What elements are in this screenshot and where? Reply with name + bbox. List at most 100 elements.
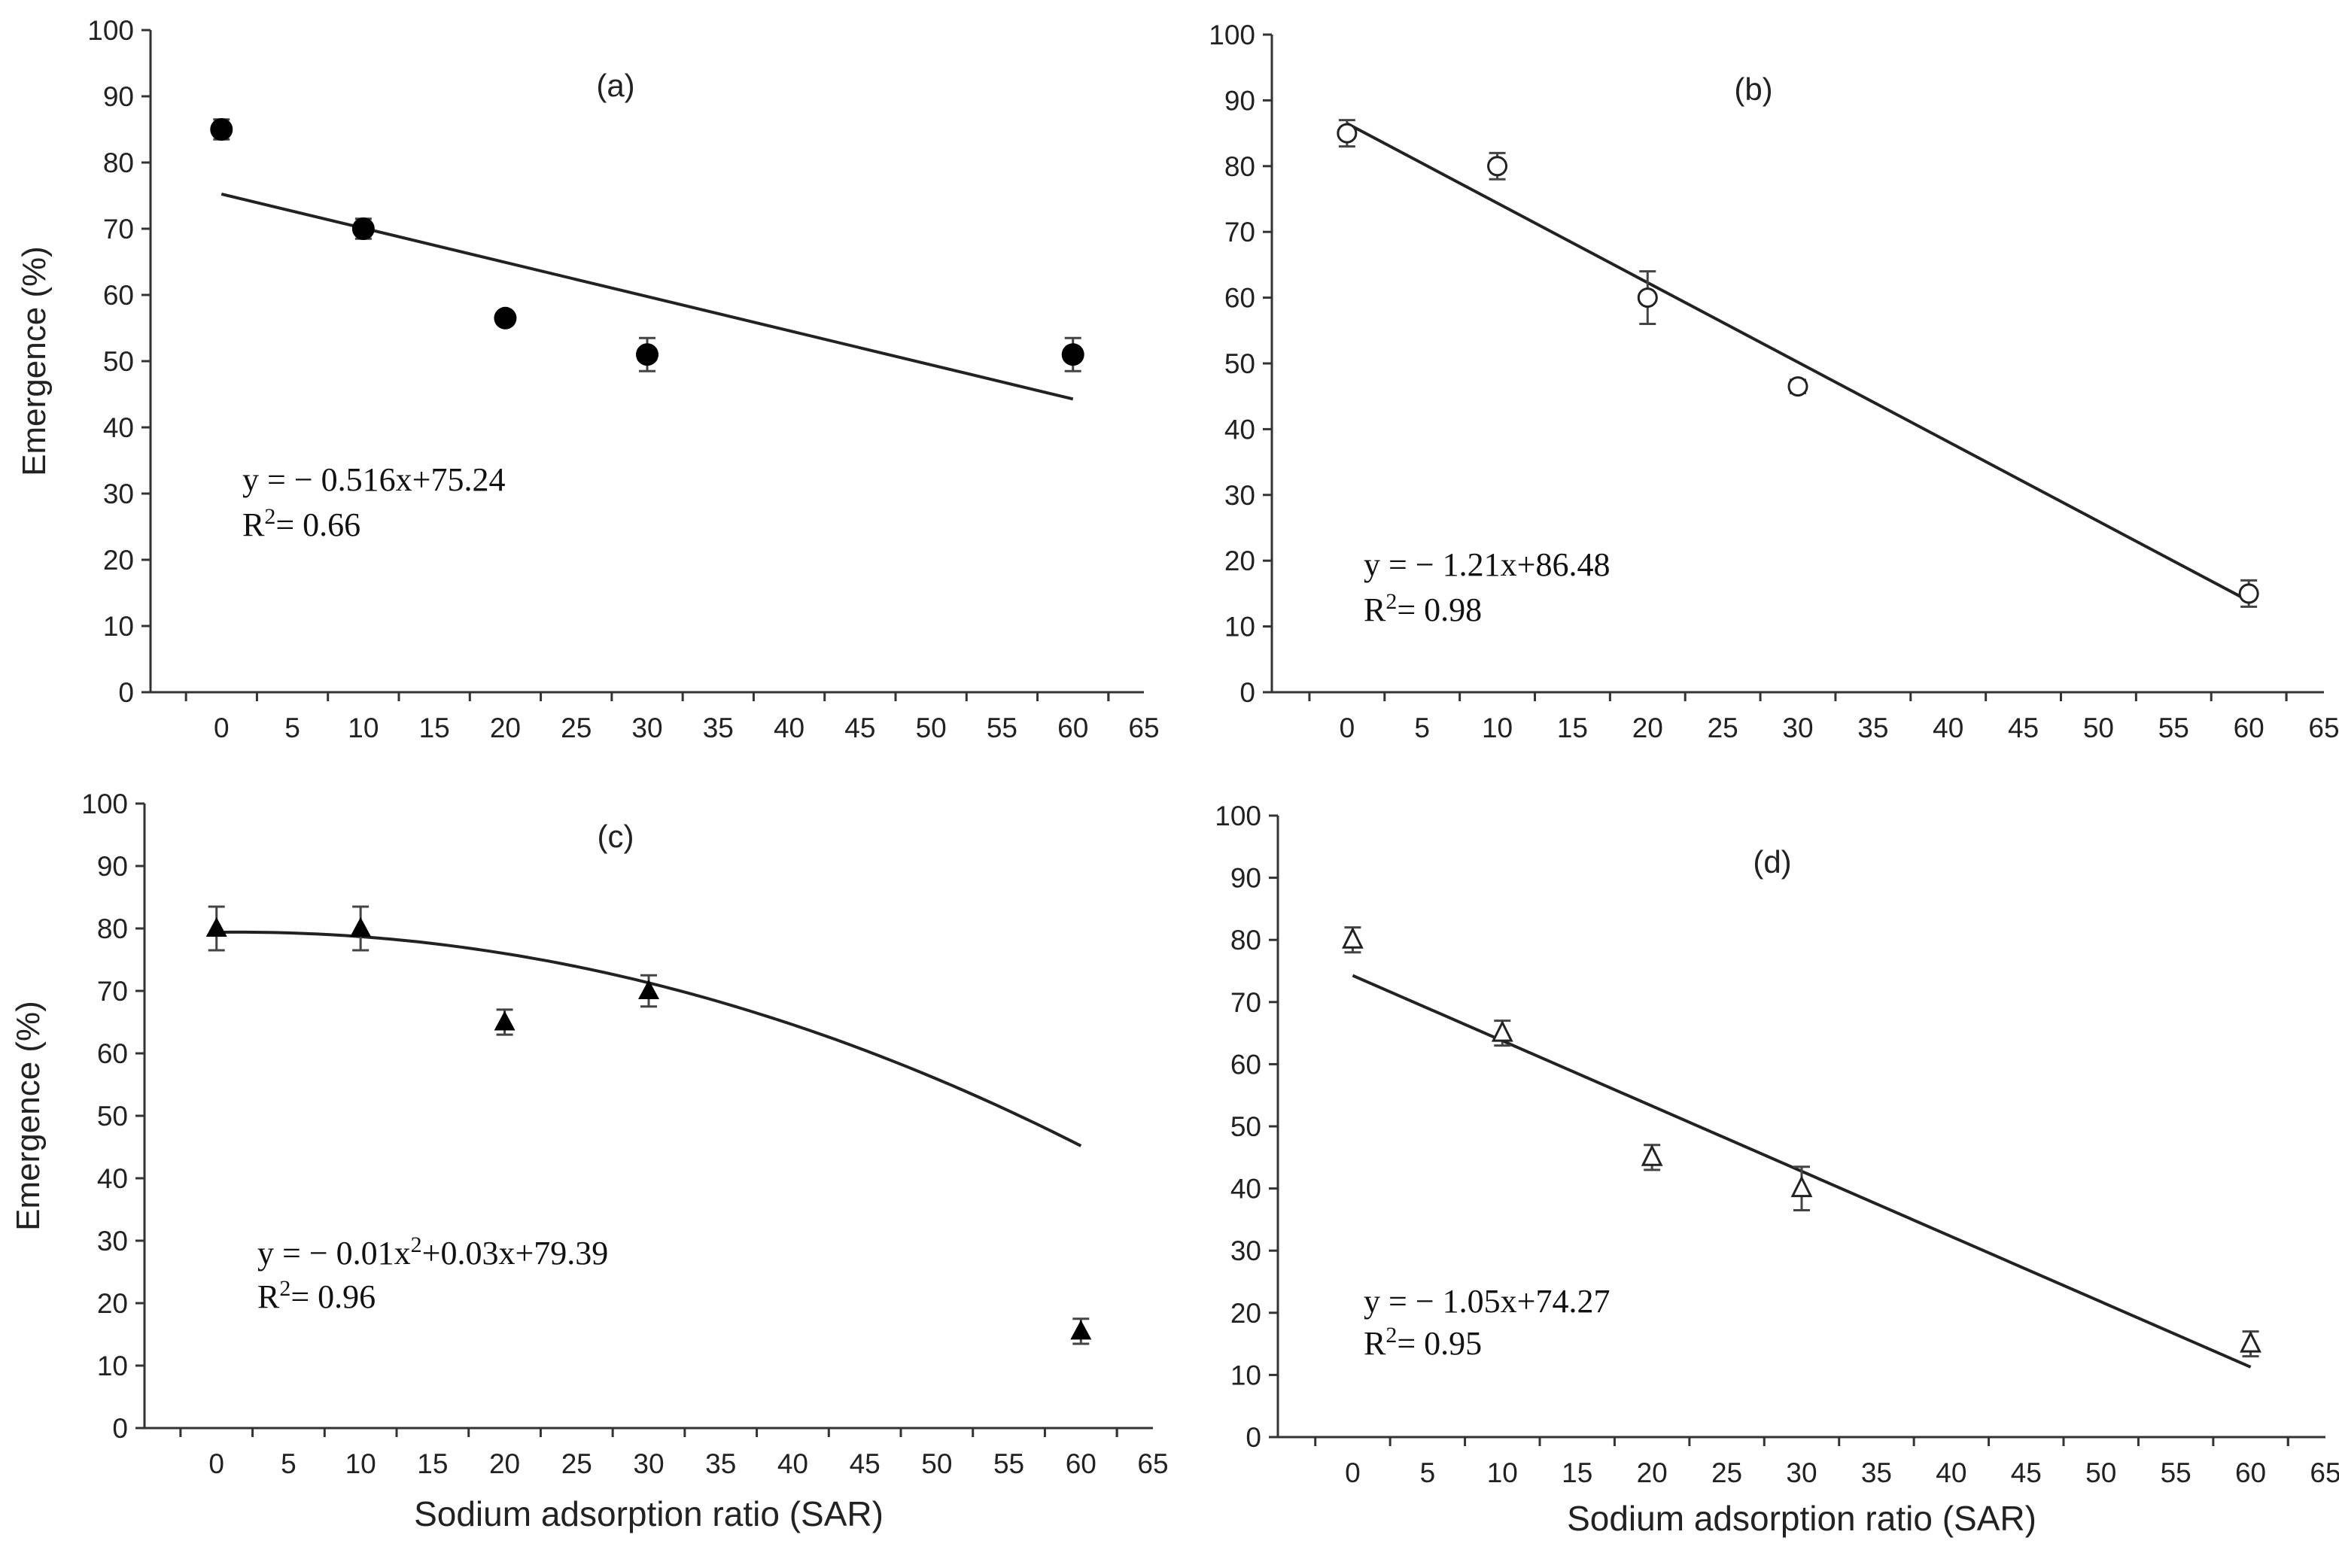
data-point [494, 306, 517, 330]
x-tick-label: 25 [561, 713, 592, 743]
marker-circle [1787, 376, 1808, 397]
y-tick-label: 30 [97, 1226, 128, 1257]
marker-circle [1337, 123, 1358, 144]
y-tick-label: 80 [97, 913, 128, 944]
y-tick-label: 80 [103, 147, 134, 178]
y-tick-label: 0 [1246, 1422, 1261, 1453]
marker-triangle [1342, 926, 1364, 949]
y-tick-label: 60 [103, 280, 134, 311]
data-point [1637, 270, 1658, 326]
y-tick-label: 20 [103, 545, 134, 576]
y-tick-label: 40 [103, 412, 134, 443]
r-squared-superscript: 2 [264, 504, 275, 529]
x-tick-label: 30 [1782, 713, 1813, 743]
x-tick-label: 50 [916, 713, 947, 743]
marker-triangle [638, 980, 659, 999]
marker-circle [1487, 156, 1508, 177]
x-tick-label: 5 [1414, 713, 1430, 743]
panel-title: (d) [1753, 844, 1791, 880]
r-squared-label: R [1364, 591, 1386, 628]
r-squared-superscript: 2 [1385, 589, 1397, 614]
x-tick-label: 55 [987, 713, 1017, 743]
y-tick-label: 0 [118, 677, 134, 708]
y-tick-label: 100 [1215, 801, 1261, 831]
data-point [351, 217, 375, 240]
x-tick-label: 55 [993, 1448, 1024, 1479]
y-tick-label: 80 [1224, 151, 1255, 182]
y-tick-label: 50 [1230, 1111, 1261, 1142]
marker-circle [2238, 583, 2259, 604]
x-tick-label: 40 [1933, 713, 1963, 743]
x-tick-label: 65 [1137, 1448, 1168, 1479]
equation-part: y = − 0.01x [257, 1235, 411, 1272]
x-tick-label: 35 [1857, 713, 1888, 743]
x-tick-label: 5 [1420, 1457, 1436, 1488]
r-squared-label: R [242, 506, 265, 543]
x-tick-label: 60 [2235, 1457, 2266, 1488]
r-squared-superscript: 2 [279, 1276, 290, 1301]
marker-triangle [205, 917, 227, 937]
x-tick-label: 10 [1482, 713, 1513, 743]
marker-triangle [1641, 1144, 1663, 1166]
y-tick-label: 70 [97, 976, 128, 1007]
equation-superscript: 2 [411, 1232, 422, 1257]
x-tick-label: 60 [1066, 1448, 1097, 1479]
x-tick-label: 30 [1786, 1457, 1817, 1488]
x-tick-label: 20 [490, 713, 521, 743]
marker-circle [1061, 343, 1084, 366]
r-squared-value: = 0.96 [290, 1278, 376, 1315]
y-tick-label: 50 [103, 346, 134, 377]
y-tick-label: 90 [1224, 85, 1255, 116]
data-point [1337, 119, 1358, 148]
panel-title: (b) [1734, 71, 1772, 107]
r-squared-value: = 0.95 [1397, 1325, 1482, 1362]
y-tick-label: 90 [103, 81, 134, 112]
y-tick-label: 90 [1230, 863, 1261, 894]
data-point [1787, 376, 1808, 397]
marker-triangle [494, 1010, 516, 1031]
x-tick-label: 10 [348, 713, 379, 743]
x-tick-label: 15 [419, 713, 450, 743]
y-axis-label: Emergence (%) [10, 1001, 47, 1231]
y-tick-label: 70 [1224, 217, 1255, 248]
y-tick-label: 0 [112, 1413, 128, 1444]
x-tick-label: 25 [1711, 1457, 1742, 1488]
y-tick-label: 100 [87, 15, 134, 46]
panel-title: (a) [596, 68, 634, 103]
regression-equation: y = − 1.21x+86.48 [1364, 546, 1610, 583]
regression-line [1346, 122, 2250, 603]
r-squared-value: = 0.98 [1397, 591, 1482, 628]
x-tick-label: 45 [850, 1448, 881, 1479]
data-point [2240, 1330, 2261, 1358]
r-squared: R2= 0.98 [1364, 589, 1482, 628]
marker-triangle [2240, 1330, 2261, 1353]
r-squared-label: R [1364, 1325, 1386, 1362]
x-tick-label: 40 [1936, 1457, 1966, 1488]
x-axis-label: Sodium adsorption ratio (SAR) [1567, 1499, 2036, 1538]
x-tick-label: 15 [417, 1448, 448, 1479]
chart-panel-d: 0 10 20 30 40 50 60 70 80 90 100 0 5 10 15 20 25 30 35 40 45… [1215, 801, 2339, 1538]
y-tick-label: 50 [1224, 348, 1255, 379]
y-tick-label: 60 [1224, 283, 1255, 314]
y-tick-label: 40 [97, 1163, 128, 1194]
equation-part: +0.03x+79.39 [422, 1235, 609, 1272]
y-tick-label: 30 [1224, 480, 1255, 511]
data-point [1790, 1165, 1813, 1212]
data-point [1487, 151, 1508, 181]
x-tick-label: 65 [2310, 1457, 2339, 1488]
x-tick-label: 0 [1345, 1457, 1361, 1488]
x-tick-label: 35 [705, 1448, 736, 1479]
x-tick-label: 60 [1057, 713, 1088, 743]
data-point [1061, 336, 1084, 372]
equation-part: y = − 1.21x+86.48 [1364, 546, 1610, 583]
r-squared: R2= 0.66 [242, 504, 360, 543]
data-point [2238, 579, 2259, 608]
marker-triangle [350, 917, 372, 937]
r-squared-superscript: 2 [1385, 1323, 1397, 1348]
x-tick-label: 0 [214, 713, 230, 743]
regression-equation: y = − 0.516x+75.24 [242, 461, 505, 498]
x-tick-label: 15 [1557, 713, 1588, 743]
chart-panel-b: 0 10 20 30 40 50 60 70 80 90 100 0 5 10 15 20 25 30 35 40 45… [1209, 20, 2339, 743]
x-tick-label: 5 [281, 1448, 297, 1479]
chart-panel-a: 0 10 20 30 40 50 60 70 80 90 100 0 5 10 15 20 25 30 35 40 45… [16, 15, 1160, 743]
